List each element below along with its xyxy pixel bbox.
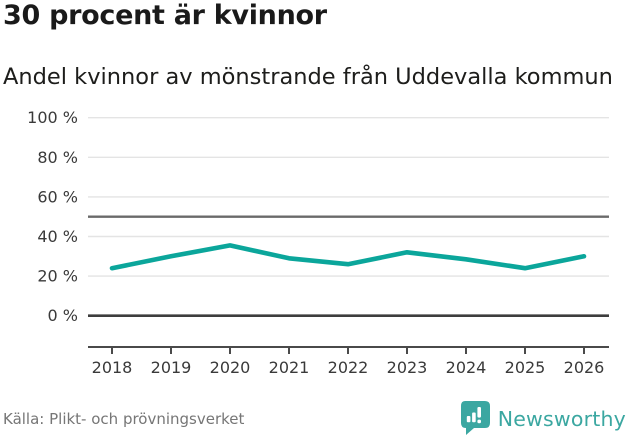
x-axis-tick-label: 2018 [92, 358, 133, 377]
y-axis-tick-label: 60 % [37, 187, 78, 206]
x-axis-tick-label: 2026 [564, 358, 605, 377]
y-axis-tick-label: 80 % [37, 148, 78, 167]
y-axis-tick-label: 40 % [37, 227, 78, 246]
y-axis-tick-label: 100 % [27, 108, 78, 127]
data-series-line [109, 243, 587, 271]
newsworthy-logo: Newsworthy [459, 400, 626, 437]
x-axis-tick-label: 2023 [387, 358, 428, 377]
chart-title: 30 procent är kvinnor [3, 0, 327, 31]
x-axis-tick-label: 2019 [151, 358, 192, 377]
x-axis-tick-label: 2020 [210, 358, 251, 377]
bar-chart-badge-icon [460, 401, 490, 435]
chart-area: 0 % 20 % 40 % 60 % 80 % 100 % 2018 2019 2020 2021… [27, 108, 609, 377]
brand-name: Newsworthy [497, 406, 626, 431]
chart-subtitle: Andel kvinnor av mönstrande från Uddeval… [3, 64, 613, 90]
x-axis-tick-label: 2024 [446, 358, 487, 377]
source-caption: Källa: Plikt- och prövningsverket [3, 410, 245, 428]
x-axis-tick-label: 2022 [328, 358, 369, 377]
line-chart: 0 % 20 % 40 % 60 % 80 % 100 % 2018 2019 2020 2021… [27, 108, 609, 377]
y-axis-tick-label: 20 % [37, 267, 78, 286]
x-axis-tick-label: 2021 [269, 358, 310, 377]
y-axis-tick-label: 0 % [48, 306, 78, 325]
x-axis-tick-label: 2025 [505, 358, 546, 377]
